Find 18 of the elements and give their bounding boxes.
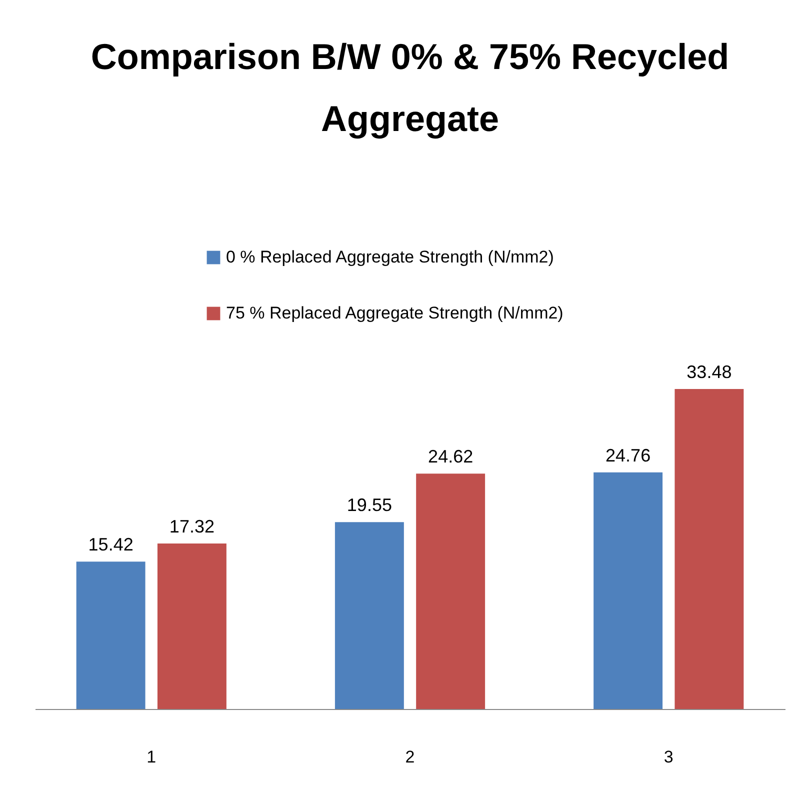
data-label: 24.62 [428,446,474,467]
data-label: 15.42 [88,534,134,555]
bar [334,522,404,709]
bar [674,389,744,709]
data-label: 24.76 [606,445,651,466]
legend-label: 75 % Replaced Aggregate Strength (N/mm2) [226,304,564,322]
data-label: 19.55 [346,495,392,516]
x-tick-label: 1 [146,748,156,766]
bar [76,562,146,709]
data-label: 17.32 [169,516,214,536]
bar [157,543,226,709]
x-tick-label: 3 [664,748,674,766]
chart-title: Comparison B/W 0% & 75% Recycled Aggregate [90,36,730,139]
data-label: 33.48 [686,362,732,382]
bar [594,472,663,709]
x-tick-label: 2 [405,748,415,766]
legend-label: 0 % Replaced Aggregate Strength (N/mm2) [226,248,554,266]
bar [416,474,486,709]
